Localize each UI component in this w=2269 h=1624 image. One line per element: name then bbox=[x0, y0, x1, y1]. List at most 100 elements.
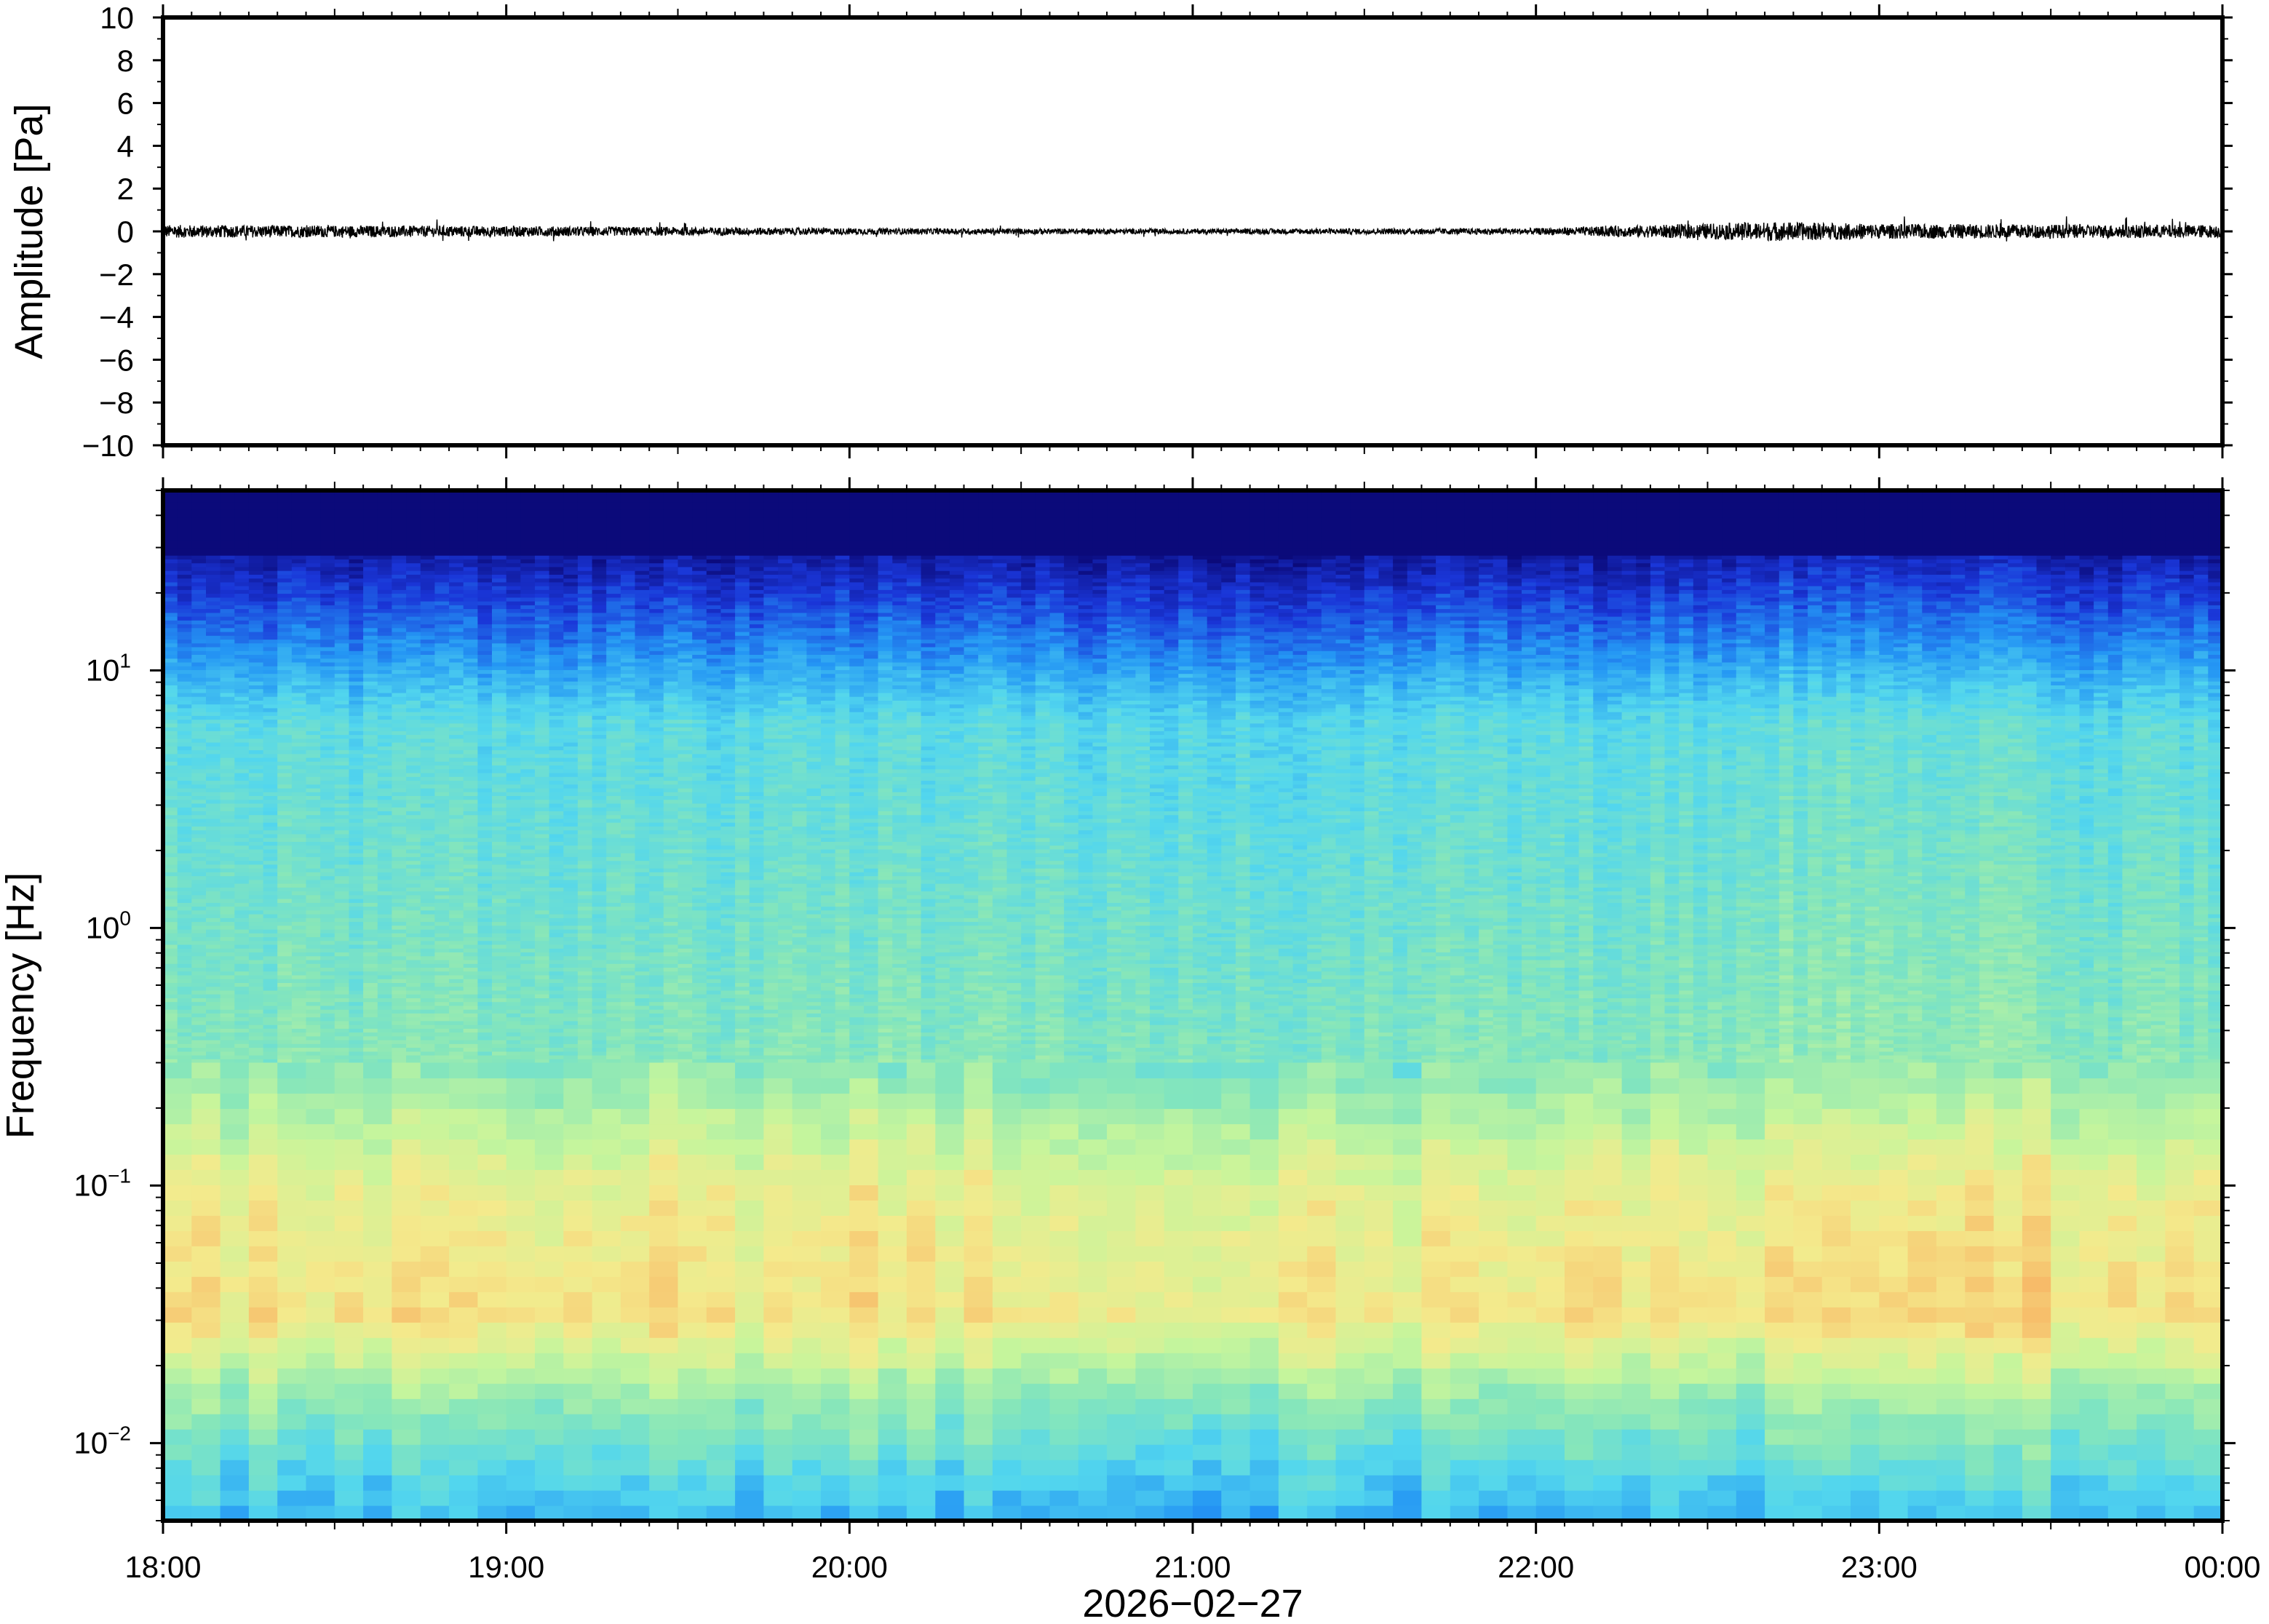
spectrogram-cell bbox=[320, 864, 335, 869]
spectrogram-cell bbox=[606, 841, 621, 845]
spectrogram-cell bbox=[363, 601, 378, 605]
spectrogram-cell bbox=[178, 650, 193, 655]
spectrogram-cell bbox=[163, 1013, 178, 1017]
spectrogram-cell bbox=[363, 720, 378, 724]
spectrogram-cell bbox=[191, 597, 207, 602]
spectrogram-cell bbox=[220, 861, 236, 865]
spectrogram-cell bbox=[263, 555, 279, 560]
spectrogram-cell bbox=[220, 536, 236, 541]
spectrogram-cell bbox=[492, 586, 507, 590]
spectrogram-cell bbox=[606, 1040, 621, 1044]
spectrogram-cell bbox=[592, 807, 608, 811]
spectrogram-cell bbox=[220, 922, 236, 926]
spectrogram-cell bbox=[449, 605, 464, 609]
spectrogram-cell bbox=[406, 650, 421, 655]
spectrogram-cell bbox=[249, 796, 264, 800]
spectrogram-cell bbox=[549, 998, 565, 1002]
spectrogram-cell bbox=[506, 769, 522, 773]
spectrogram-cell bbox=[191, 910, 207, 915]
spectrogram-cell bbox=[563, 811, 579, 816]
spectrogram-cell bbox=[421, 635, 436, 640]
spectrogram-cell bbox=[292, 937, 307, 942]
spectrogram-cell bbox=[277, 1013, 293, 1017]
spectrogram-cell bbox=[306, 655, 322, 659]
spectrogram-cell bbox=[178, 589, 193, 594]
spectrogram-cell bbox=[535, 883, 550, 888]
spectrogram-cell bbox=[449, 750, 464, 755]
spectrogram-cell bbox=[292, 739, 307, 743]
spectrogram-cell bbox=[406, 1017, 421, 1022]
spectrogram-cell bbox=[392, 494, 407, 498]
spectrogram-cell bbox=[306, 796, 322, 800]
spectrogram-cell bbox=[406, 853, 421, 857]
spectrogram-cell bbox=[277, 1002, 293, 1006]
spectrogram-cell bbox=[378, 784, 393, 789]
spectrogram-cell bbox=[578, 742, 593, 747]
spectrogram-cell bbox=[263, 1009, 279, 1014]
spectrogram-cell bbox=[406, 792, 421, 796]
spectrogram-cell bbox=[520, 567, 536, 571]
spectrogram-cell bbox=[563, 937, 579, 942]
spectrogram-cell bbox=[277, 990, 293, 995]
spectrogram-cell bbox=[421, 922, 436, 926]
spectrogram-cell bbox=[449, 502, 464, 506]
spectrogram-cell bbox=[464, 822, 479, 827]
spectrogram-cell bbox=[206, 868, 221, 872]
spectrogram-cell bbox=[220, 597, 236, 602]
spectrogram-cell bbox=[506, 662, 522, 666]
spectrogram-cell bbox=[492, 960, 507, 964]
spectrogram-cell bbox=[292, 1024, 307, 1029]
spectrogram-cell bbox=[320, 856, 335, 861]
spectrogram-cell bbox=[292, 647, 307, 651]
spectrogram-cell bbox=[392, 876, 407, 880]
spectrogram-cell bbox=[277, 616, 293, 621]
spectrogram-cell bbox=[234, 521, 250, 525]
spectrogram-cell bbox=[535, 517, 550, 522]
spectrogram-cell bbox=[234, 803, 250, 808]
spectrogram-cell bbox=[578, 548, 593, 552]
spectrogram-cell bbox=[335, 902, 350, 907]
spectrogram-cell bbox=[392, 635, 407, 640]
spectrogram-cell bbox=[292, 502, 307, 506]
spectrogram-cell bbox=[306, 784, 322, 789]
spectrogram-cell bbox=[592, 822, 608, 827]
spectrogram-cell bbox=[178, 731, 193, 735]
spectrogram-cell bbox=[163, 1021, 178, 1025]
spectrogram-cell bbox=[421, 594, 436, 598]
spectrogram-cell bbox=[535, 563, 550, 568]
spectrogram-cell bbox=[220, 929, 236, 934]
spectrogram-cell bbox=[178, 514, 193, 518]
spectrogram-cell bbox=[263, 640, 279, 644]
spectrogram-cell bbox=[535, 514, 550, 518]
spectrogram-cell bbox=[277, 1006, 293, 1010]
spectrogram-cell bbox=[349, 689, 365, 693]
spectrogram-cell bbox=[363, 1043, 378, 1048]
spectrogram-cell bbox=[306, 578, 322, 583]
spectrogram-cell bbox=[349, 563, 365, 568]
spectrogram-cell bbox=[506, 609, 522, 613]
spectrogram-cell bbox=[178, 1021, 193, 1025]
spectrogram-cell bbox=[492, 589, 507, 594]
spectrogram-cell bbox=[406, 856, 421, 861]
spectrogram-cell bbox=[306, 517, 322, 522]
spectrogram-cell bbox=[320, 674, 335, 678]
spectrogram-cell bbox=[220, 601, 236, 605]
spectrogram-cell bbox=[178, 540, 193, 544]
spectrogram-cell bbox=[506, 628, 522, 632]
spectrogram-cell bbox=[421, 655, 436, 659]
spectrogram-cell bbox=[277, 998, 293, 1002]
spectrogram-cell bbox=[563, 883, 579, 888]
spectrogram-cell bbox=[206, 1055, 221, 1059]
spectrogram-cell bbox=[163, 765, 178, 770]
spectrogram-cell bbox=[392, 776, 407, 781]
spectrogram-cell bbox=[378, 826, 393, 830]
spectrogram-cell bbox=[306, 1002, 322, 1006]
spectrogram-cell bbox=[320, 620, 335, 624]
spectrogram-cell bbox=[449, 895, 464, 899]
spectrogram-cell bbox=[335, 517, 350, 522]
spectrogram-cell bbox=[349, 746, 365, 750]
spectrogram-cell bbox=[363, 956, 378, 960]
spectrogram-cell bbox=[563, 910, 579, 915]
spectrogram-cell bbox=[306, 861, 322, 865]
spectrogram-cell bbox=[191, 948, 207, 952]
